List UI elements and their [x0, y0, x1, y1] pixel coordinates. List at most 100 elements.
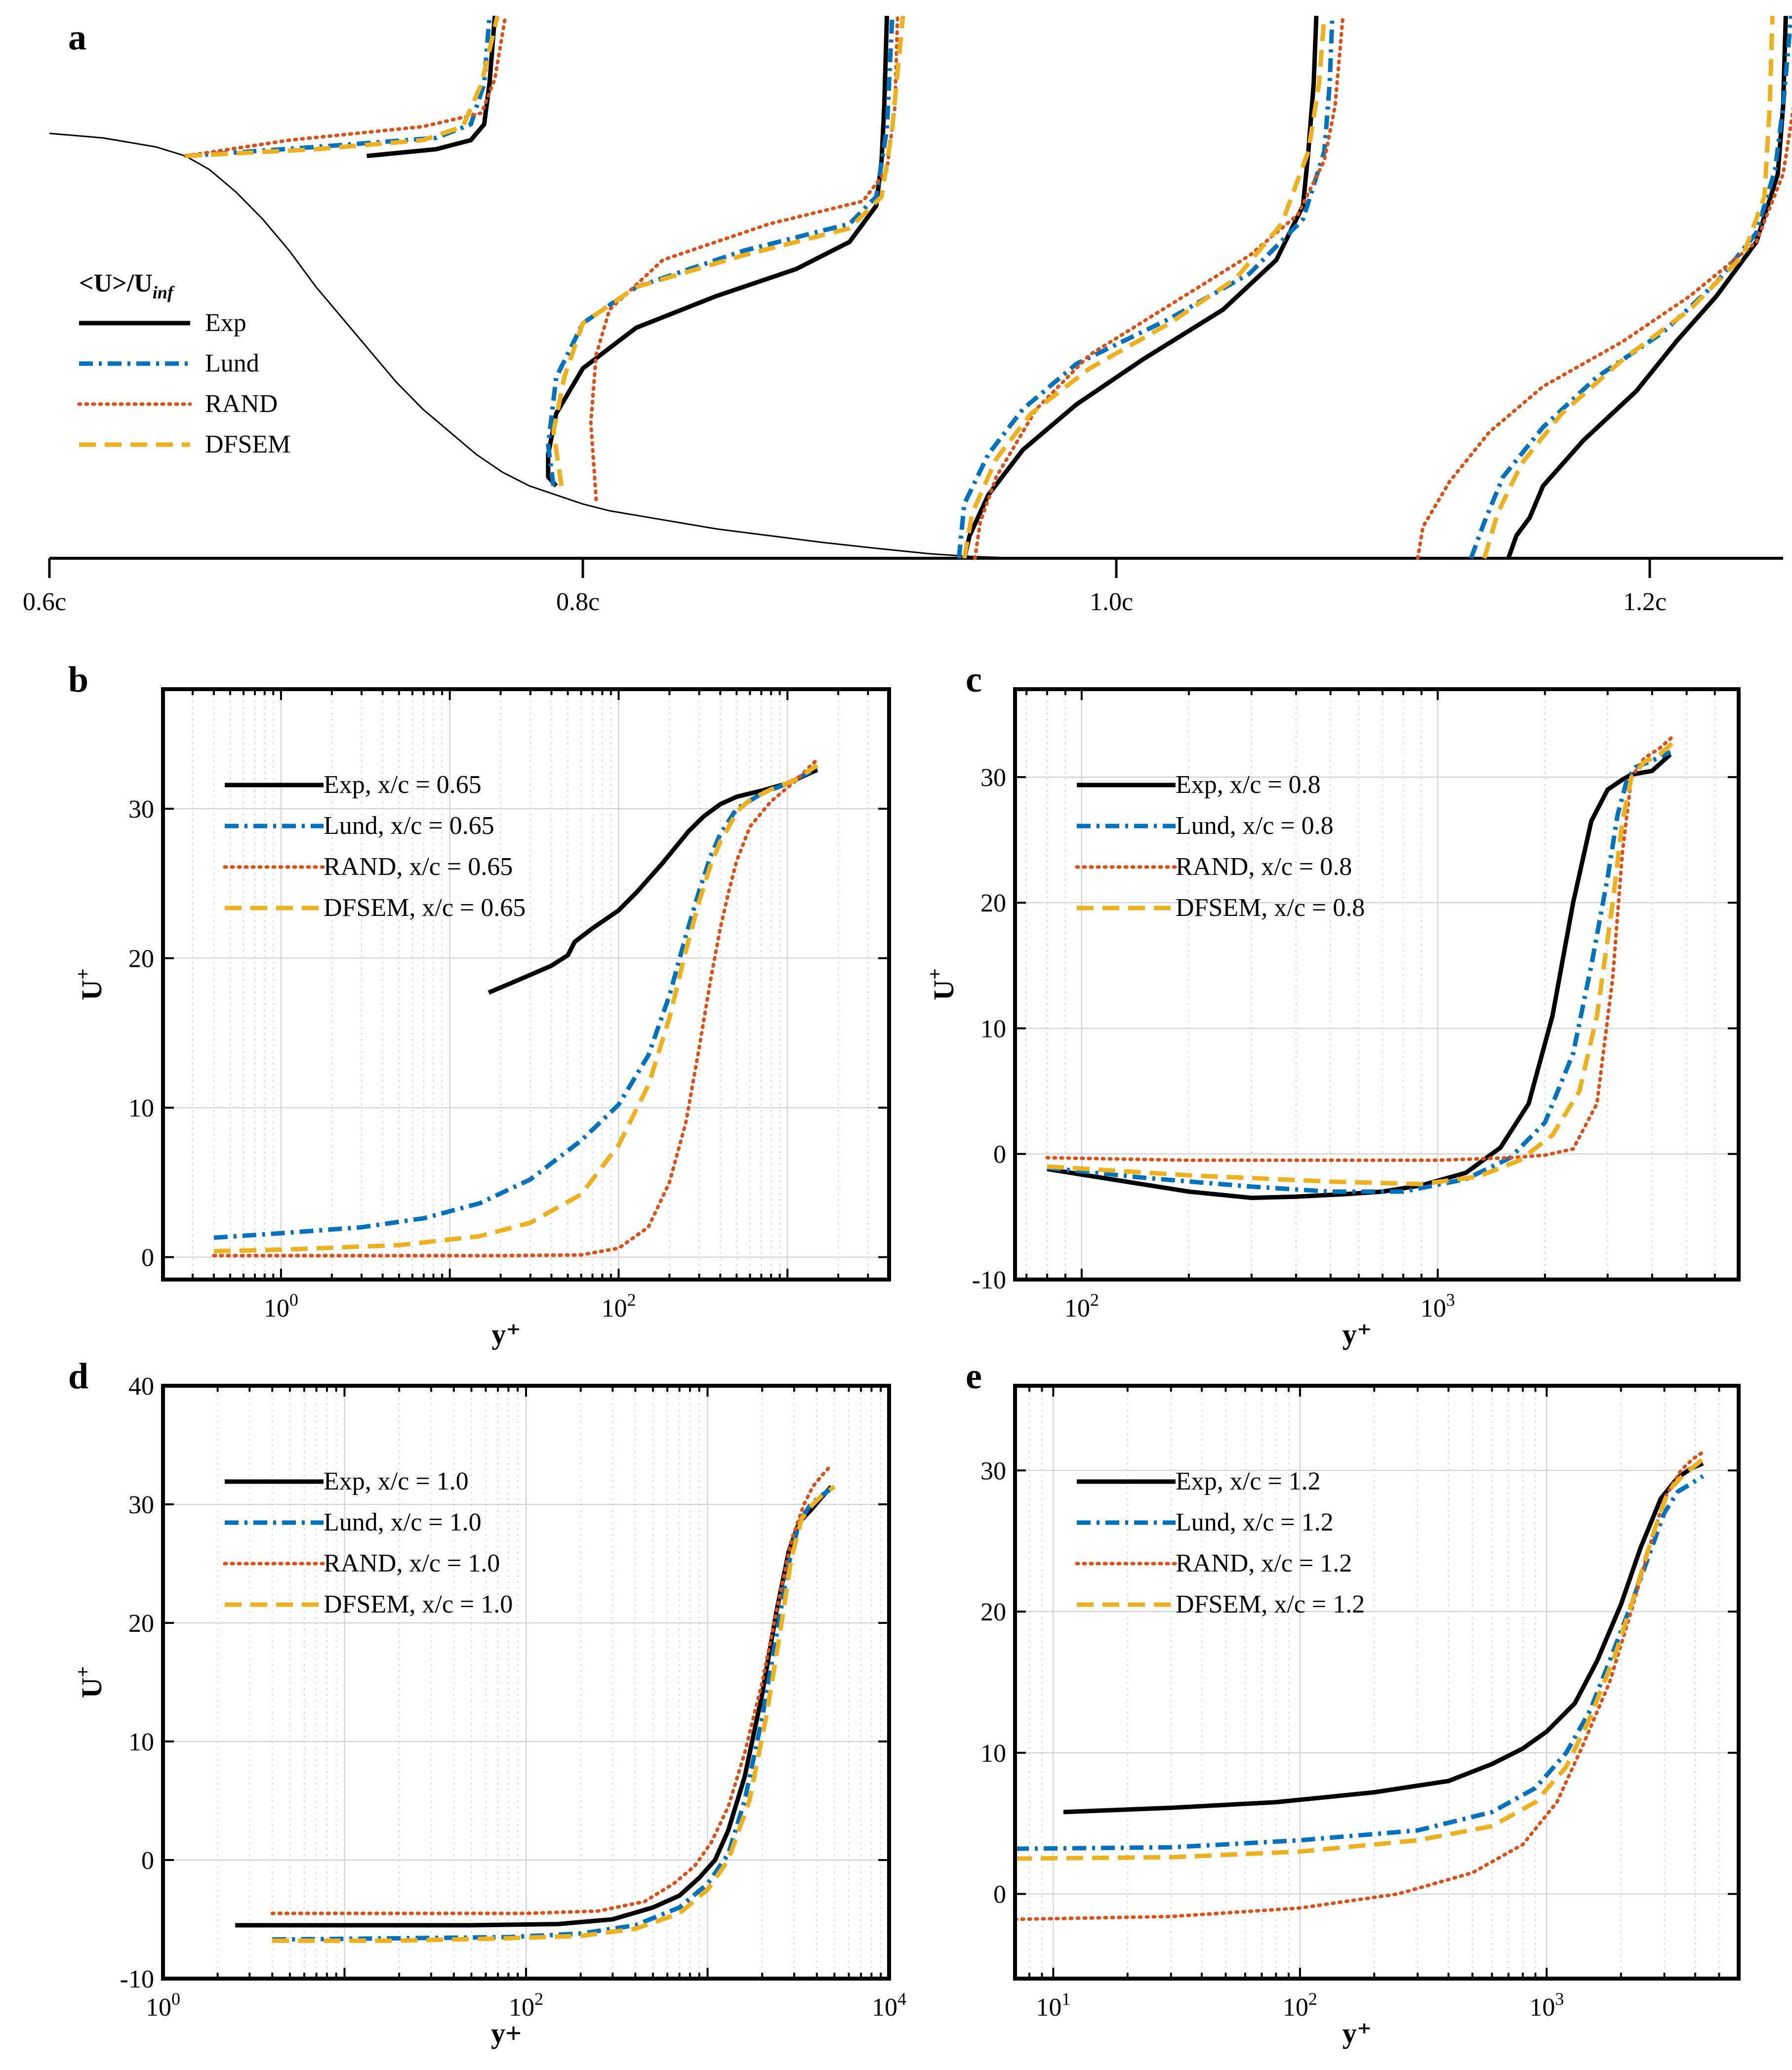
series-group	[212, 757, 819, 1258]
panel-letter-e: e	[966, 1356, 982, 1397]
x-tick-label: 0.6c	[23, 588, 66, 616]
hill-surface	[49, 132, 1783, 559]
profile-line-rand	[1416, 106, 1792, 560]
y-tick-label: -10	[120, 1965, 154, 1993]
x-axis-label: y⁺	[1343, 2017, 1372, 2049]
y-axis-label: U+	[72, 1666, 108, 1698]
legend-label: Exp, x/c = 0.8	[1176, 771, 1321, 799]
axes-frame	[1013, 1384, 1741, 1981]
y-tick-label: 10	[128, 1094, 154, 1122]
series-line-dfsem	[1015, 1457, 1705, 1861]
x-tick-label: 1.0c	[1090, 588, 1133, 616]
profile-line-dfsem	[185, 15, 500, 159]
y-axis-label: U+	[72, 968, 108, 1000]
series-line-lund	[272, 1485, 836, 1942]
profile-line-exp	[546, 15, 890, 488]
velocity-profile	[1416, 15, 1792, 560]
legend-label: DFSEM, x/c = 0.8	[1176, 894, 1365, 922]
profile-line-exp	[367, 15, 497, 159]
series-group	[1045, 734, 1676, 1201]
legend-label-lund: Lund	[205, 349, 259, 377]
legend-title: <U>/Uinf	[79, 269, 175, 302]
x-tick-label: 103	[1529, 1989, 1564, 2022]
x-tick-label: 102	[1283, 1989, 1317, 2022]
legend-label: Lund, x/c = 0.65	[324, 812, 494, 840]
x-axis-label: y⁺	[491, 1318, 521, 1350]
y-tick-label: 30	[980, 764, 1006, 792]
x-axis-label: y+	[491, 2017, 522, 2049]
y-tick-label: 10	[980, 1015, 1006, 1043]
velocity-profile	[956, 14, 1345, 560]
y-tick-label: 20	[128, 1610, 154, 1638]
velocity-profile	[183, 14, 507, 159]
profile-line-rand	[973, 14, 1345, 560]
x-tick-label: 102	[601, 1290, 636, 1323]
y-tick-label: 0	[141, 1847, 154, 1875]
x-tick-label: 100	[264, 1290, 298, 1323]
profile-line-lund	[956, 15, 1335, 559]
y-tick-label: 40	[128, 1372, 154, 1401]
series-line-dfsem	[1047, 740, 1675, 1187]
x-tick-label: 0.8c	[556, 588, 600, 616]
panel-d: d -10 0 10 20 30 40 100 102 104 y+ U+ Exp, x/c = 1.0…	[68, 1356, 906, 2049]
profile-line-exp	[962, 15, 1319, 559]
y-tick-label: 10	[980, 1739, 1006, 1768]
x-tick-label: 101	[1036, 1989, 1070, 2022]
plot-area	[163, 689, 889, 1280]
axes-frame	[1013, 687, 1741, 1282]
legend-label: DFSEM, x/c = 1.0	[324, 1590, 513, 1618]
legend-label: RAND, x/c = 1.2	[1176, 1549, 1352, 1577]
x-tick-label: 103	[1421, 1290, 1455, 1323]
series-line-rand	[270, 1463, 833, 1915]
profile-line-exp	[1506, 15, 1788, 559]
legend-label: Exp, x/c = 1.2	[1176, 1467, 1321, 1495]
series-line-dfsem	[272, 1485, 836, 1943]
legend-label: RAND, x/c = 1.0	[324, 1549, 500, 1577]
y-tick-label: 30	[980, 1457, 1006, 1485]
x-tick-label: 1.2c	[1623, 588, 1667, 616]
profile-line-lund	[546, 15, 895, 487]
panel-b: b 0 10 20 30 100 102 y⁺ U+ Exp, x/c = 0.65 Lund, x…	[68, 660, 891, 1350]
series-line-lund	[1015, 1474, 1705, 1851]
y-tick-label: 20	[128, 945, 154, 973]
legend-label-dfsem: DFSEM	[205, 430, 290, 458]
x-axis-label: y⁺	[1343, 1318, 1372, 1350]
panel-letter-d: d	[68, 1356, 88, 1397]
series-line-dfsem	[213, 763, 818, 1253]
panel-letter-c: c	[966, 660, 982, 700]
y-tick-label: -10	[972, 1266, 1006, 1294]
y-tick-label: 0	[993, 1141, 1006, 1169]
series-line-exp	[488, 768, 818, 995]
panel-letter-b: b	[68, 660, 88, 700]
x-tick-label: 104	[872, 1989, 906, 2022]
panel-letter-a: a	[68, 17, 86, 58]
profile-line-dfsem	[551, 15, 905, 487]
panel-e: e 0 10 20 30 101 102 103 y⁺ Exp, x/c = 1.2 Lund, x…	[966, 1356, 1741, 2049]
x-tick-label: 102	[509, 1989, 543, 2022]
y-tick-label: 20	[980, 1598, 1006, 1626]
profile-line-lund	[1468, 15, 1792, 559]
legend-label: Exp, x/c = 0.65	[324, 771, 482, 799]
legend-label: Lund, x/c = 1.2	[1176, 1508, 1334, 1536]
velocity-profile	[546, 14, 905, 501]
y-axis-label: U+	[924, 968, 960, 1000]
x-tick-label: 102	[1064, 1290, 1099, 1323]
legend-label: RAND, x/c = 0.8	[1176, 853, 1352, 881]
legend-label: RAND, x/c = 0.65	[324, 853, 513, 881]
series-line-lund	[1047, 750, 1671, 1194]
legend-label: Exp, x/c = 1.0	[324, 1467, 469, 1495]
profile-line-dfsem	[1482, 15, 1775, 559]
legend-label: Lund, x/c = 0.8	[1176, 812, 1334, 840]
plot-area	[1015, 1386, 1739, 1979]
y-tick-label: 0	[141, 1244, 154, 1272]
axes-frame	[161, 1384, 891, 1981]
series-group	[235, 1463, 836, 1943]
panel-c: c -10 0 10 20 30 102 103 y⁺ U+ Exp, x/c = 0.8 Lund,…	[924, 660, 1741, 1350]
series-line-rand	[212, 757, 819, 1258]
x-tick-label: 100	[146, 1989, 180, 2022]
legend-label: DFSEM, x/c = 1.2	[1176, 1590, 1365, 1618]
legend-label: DFSEM, x/c = 0.65	[324, 894, 526, 922]
y-tick-label: 10	[128, 1728, 154, 1756]
y-tick-label: 20	[980, 889, 1006, 917]
